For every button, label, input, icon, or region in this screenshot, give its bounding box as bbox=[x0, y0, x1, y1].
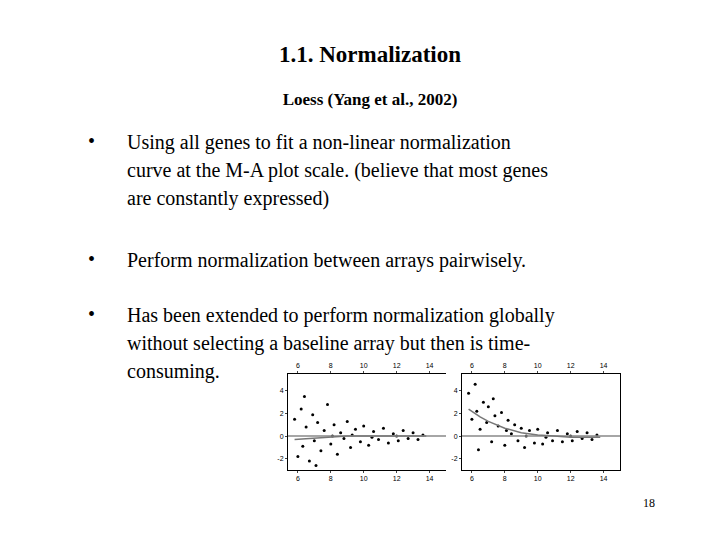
svg-text:6: 6 bbox=[296, 362, 300, 369]
svg-text:2: 2 bbox=[280, 410, 284, 417]
svg-text:14: 14 bbox=[426, 475, 434, 482]
html-text:1.1. Normalization: 1.1. Normalization bbox=[279, 42, 461, 67]
svg-text:12: 12 bbox=[567, 362, 575, 369]
svg-text:14: 14 bbox=[600, 362, 608, 369]
svg-text:2: 2 bbox=[454, 410, 458, 417]
svg-text:12: 12 bbox=[393, 362, 401, 369]
html-text:18: 18 bbox=[643, 496, 655, 510]
svg-text:14: 14 bbox=[426, 362, 434, 369]
svg-text:8: 8 bbox=[329, 475, 333, 482]
svg-text:10: 10 bbox=[534, 475, 542, 482]
svg-text:8: 8 bbox=[503, 475, 507, 482]
svg-text:6: 6 bbox=[470, 362, 474, 369]
svg-text:-2: -2 bbox=[451, 455, 457, 462]
html-text:consuming.: consuming. bbox=[127, 360, 220, 382]
svg-text:6: 6 bbox=[470, 475, 474, 482]
svg-text:14: 14 bbox=[600, 475, 608, 482]
svg-text:-2: -2 bbox=[277, 455, 283, 462]
svg-text:10: 10 bbox=[360, 475, 368, 482]
html-text:Loess (Yang et al., 2002): Loess (Yang et al., 2002) bbox=[282, 90, 458, 109]
svg-text:0: 0 bbox=[454, 433, 458, 440]
svg-text:10: 10 bbox=[534, 362, 542, 369]
html-text:Has been extended to perform n: Has been extended to perform normalizati… bbox=[127, 304, 555, 326]
html-text:Using all genes to fit a non-l: Using all genes to fit a non-linear norm… bbox=[127, 131, 511, 153]
svg-text:4: 4 bbox=[454, 387, 458, 394]
html-text:are constantly expressed): are constantly expressed) bbox=[127, 187, 330, 209]
html-text:curve at the M-A plot scale. (: curve at the M-A plot scale. (believe th… bbox=[127, 159, 548, 181]
svg-text:4: 4 bbox=[280, 387, 284, 394]
svg-text:8: 8 bbox=[329, 362, 333, 369]
html-text:Perform normalization between: Perform normalization between arrays pai… bbox=[127, 249, 527, 271]
svg-text:10: 10 bbox=[360, 362, 368, 369]
svg-text:6: 6 bbox=[296, 475, 300, 482]
svg-text:8: 8 bbox=[503, 362, 507, 369]
html-text:without selecting a baseline a: without selecting a baseline array but t… bbox=[127, 332, 531, 354]
svg-text:12: 12 bbox=[393, 475, 401, 482]
svg-text:0: 0 bbox=[280, 433, 284, 440]
svg-text:12: 12 bbox=[567, 475, 575, 482]
